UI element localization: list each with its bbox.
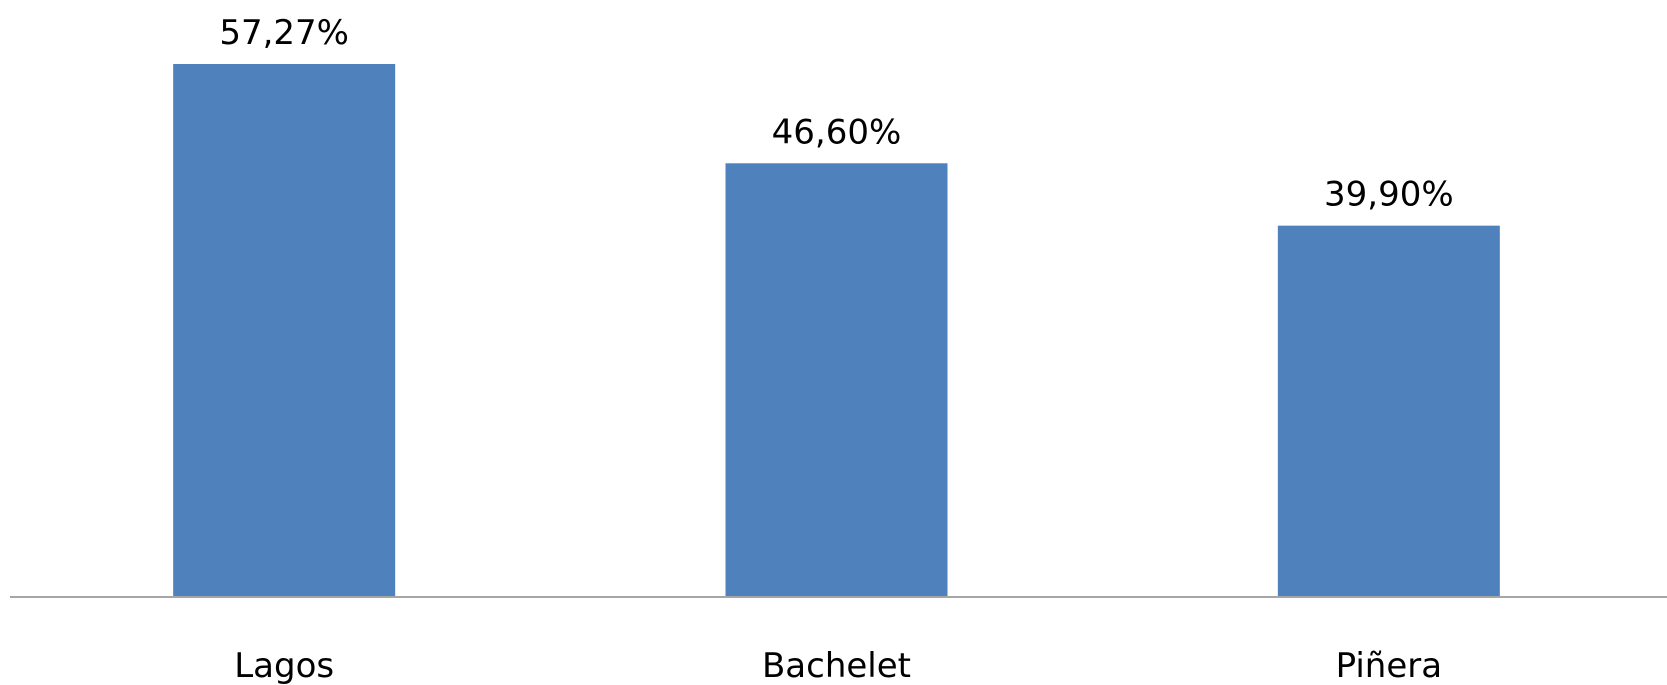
bars-group — [173, 64, 1500, 598]
data-label: 46,60% — [772, 112, 902, 152]
bar-pi-era — [1277, 225, 1500, 597]
category-label: Piñera — [1336, 646, 1442, 685]
value-labels-group: 57,27% 46,60% 39,90% — [219, 13, 1453, 215]
data-label: 39,90% — [1324, 175, 1454, 215]
bar-lagos — [173, 64, 396, 597]
category-label: Bachelet — [762, 646, 911, 685]
category-label: Lagos — [234, 646, 334, 685]
data-label: 57,27% — [219, 13, 349, 53]
category-labels-group: Lagos Bachelet Piñera — [234, 646, 1442, 685]
bar-bachelet — [725, 163, 948, 598]
